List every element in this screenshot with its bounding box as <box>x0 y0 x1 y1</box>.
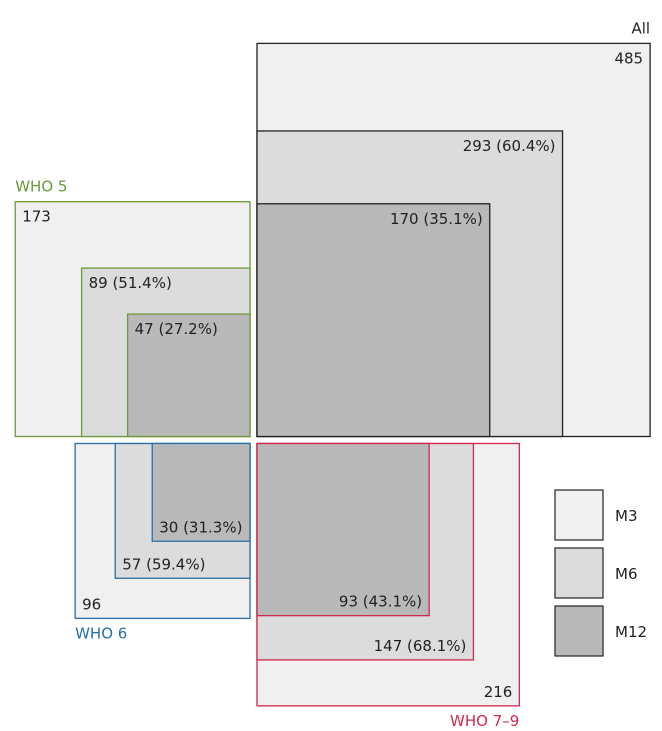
value-label: 96 <box>82 595 101 613</box>
legend-label: M3 <box>615 507 638 525</box>
legend-swatch <box>554 547 604 599</box>
value-label: 147 (68.1%) <box>374 637 467 655</box>
value-label: 216 <box>484 683 513 701</box>
group-label: WHO 7–9 <box>450 712 519 730</box>
group-label: WHO 6 <box>75 624 127 642</box>
legend-swatch <box>554 489 604 541</box>
value-label: 173 <box>22 208 51 226</box>
square <box>256 442 430 617</box>
legend-swatch <box>554 605 604 657</box>
legend-label: M12 <box>615 623 647 641</box>
square <box>126 313 251 438</box>
group-label: All <box>631 19 650 37</box>
value-label: 170 (35.1%) <box>390 210 483 228</box>
group-label: WHO 5 <box>15 178 67 196</box>
value-label: 293 (60.4%) <box>463 137 556 155</box>
value-label: 57 (59.4%) <box>122 555 205 573</box>
value-label: 93 (43.1%) <box>339 593 422 611</box>
square <box>151 442 251 542</box>
legend-label: M6 <box>615 565 638 583</box>
square <box>256 203 491 438</box>
value-label: 47 (27.2%) <box>135 320 218 338</box>
value-label: 89 (51.4%) <box>89 274 172 292</box>
value-label: 30 (31.3%) <box>159 518 242 536</box>
value-label: 485 <box>614 49 643 67</box>
